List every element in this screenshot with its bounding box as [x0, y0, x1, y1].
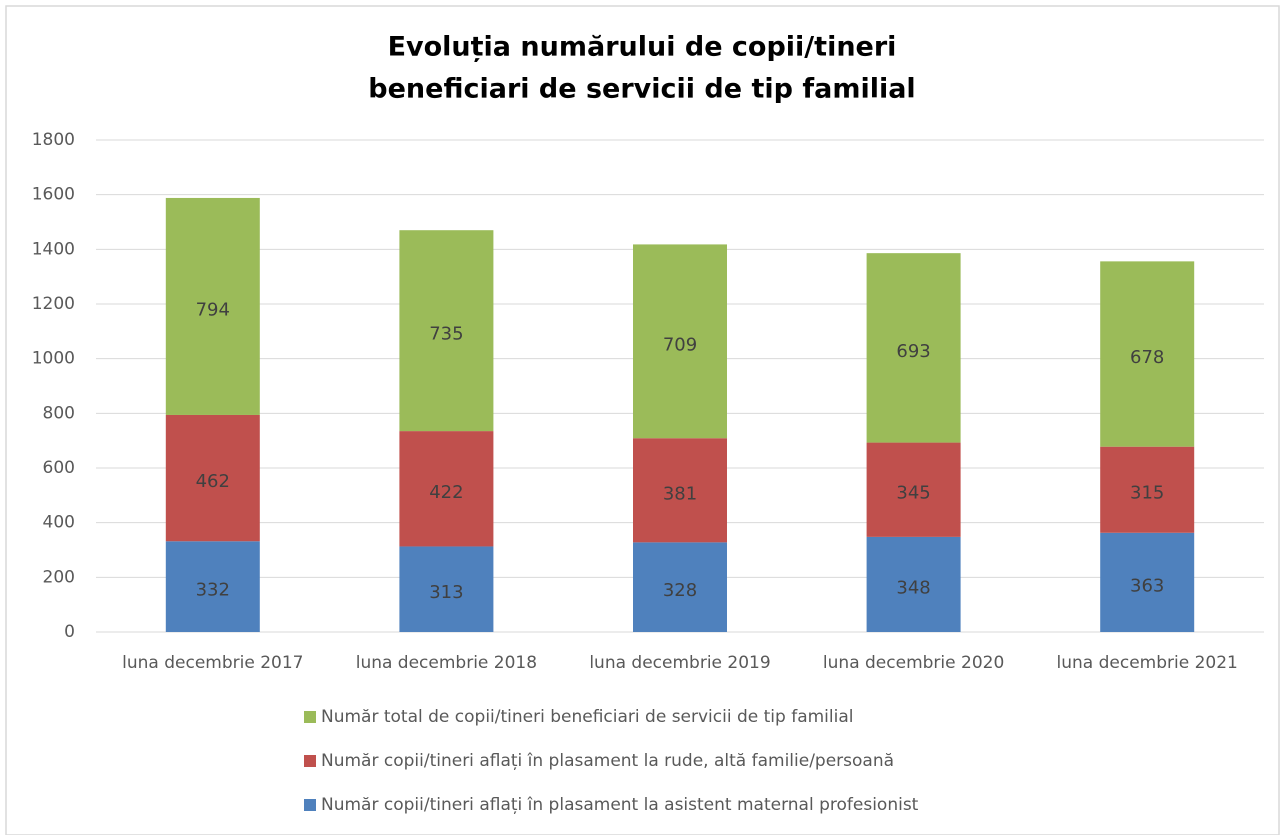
bar-segment — [1100, 446, 1195, 533]
y-tick-label: 0 — [64, 622, 75, 642]
bar-segment — [866, 536, 961, 632]
y-tick-label: 1400 — [32, 239, 75, 259]
bar-segment — [165, 541, 260, 632]
data-label: 422 — [429, 482, 463, 503]
y-tick-label: 1200 — [32, 294, 75, 314]
bar-segment — [633, 244, 727, 439]
legend-swatch — [304, 755, 316, 767]
bar-segment — [1100, 532, 1195, 632]
y-tick-label: 1000 — [32, 349, 75, 369]
y-tick-label: 1600 — [32, 185, 75, 205]
legend-swatch — [304, 799, 316, 811]
bar-segment — [165, 197, 260, 415]
bar-segment — [633, 542, 727, 632]
data-label: 315 — [1130, 483, 1164, 504]
data-label: 735 — [429, 324, 463, 345]
bar-segment — [399, 431, 494, 547]
y-tick-label: 1800 — [32, 130, 75, 150]
data-label: 332 — [196, 580, 230, 601]
x-tick-label: luna decembrie 2021 — [1057, 653, 1238, 673]
bar-segment — [866, 253, 961, 443]
legend-swatch — [304, 711, 316, 723]
chart-title: Evoluția numărului de copii/tineri — [388, 32, 897, 63]
data-label: 348 — [896, 577, 930, 598]
bar-segment — [633, 438, 727, 543]
bar-segment — [165, 414, 260, 542]
data-label: 709 — [663, 334, 697, 355]
legend-label: Număr total de copii/tineri beneficiari … — [321, 707, 854, 727]
data-label: 313 — [429, 582, 463, 603]
bar-segment — [399, 546, 494, 632]
data-label: 363 — [1130, 575, 1164, 596]
bar-segment — [399, 230, 494, 432]
x-tick-label: luna decembrie 2017 — [122, 653, 303, 673]
data-label: 794 — [196, 299, 230, 320]
x-tick-label: luna decembrie 2020 — [823, 653, 1004, 673]
y-tick-label: 800 — [43, 403, 75, 423]
y-tick-label: 600 — [43, 458, 75, 478]
bar-segment — [866, 442, 961, 537]
x-tick-label: luna decembrie 2018 — [356, 653, 537, 673]
data-label: 462 — [196, 471, 230, 492]
data-label: 678 — [1130, 347, 1164, 368]
y-tick-label: 200 — [43, 567, 75, 587]
x-tick-label: luna decembrie 2019 — [589, 653, 770, 673]
y-tick-label: 400 — [43, 513, 75, 533]
legend-label: Număr copii/tineri aflați în plasament l… — [321, 751, 894, 771]
data-label: 328 — [663, 580, 697, 601]
data-label: 381 — [663, 483, 697, 504]
data-label: 693 — [896, 341, 930, 362]
legend-label: Număr copii/tineri aflați în plasament l… — [321, 795, 919, 815]
chart-title: beneficiari de servicii de tip familial — [368, 74, 915, 105]
bar-segment — [1100, 261, 1195, 447]
data-label: 345 — [896, 483, 930, 504]
